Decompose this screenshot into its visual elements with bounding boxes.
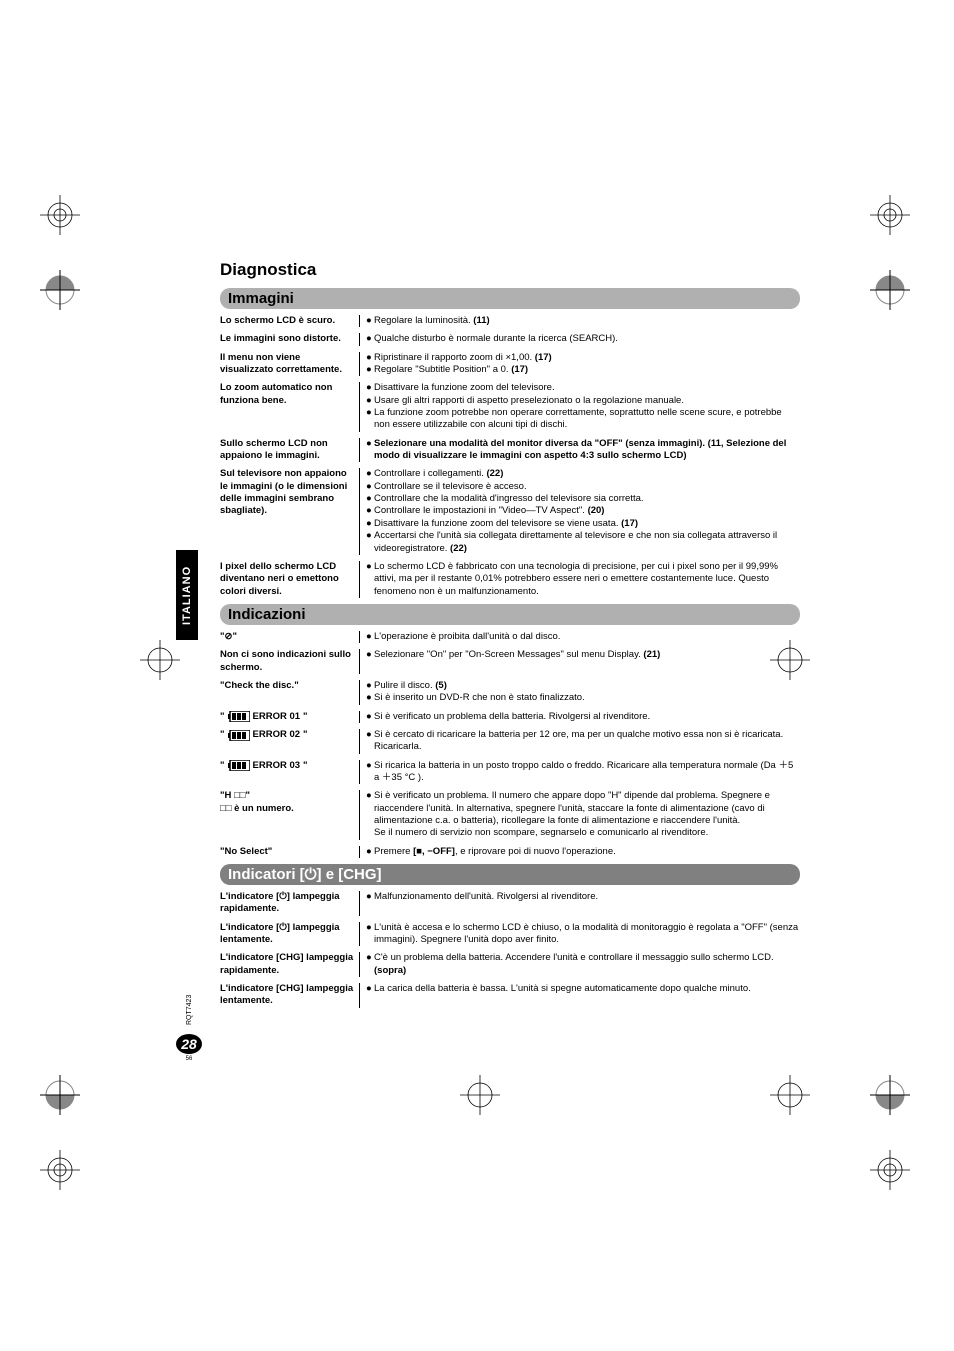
table-row: Lo zoom automatico non funziona bene.●Di…	[220, 382, 800, 431]
page-title: Diagnostica	[220, 260, 800, 280]
row-label: L'indicatore [⏻] lampeggia rapidamente.	[220, 891, 360, 916]
row-label: "No Select"	[220, 846, 360, 858]
reg-mark-ml	[140, 640, 180, 680]
section-header-indicatori: Indicatori [⏻] e [CHG]	[220, 864, 800, 885]
row-description: ●L'operazione è proibita dall'unità o da…	[360, 631, 800, 643]
reg-mark-tl-corner	[40, 270, 80, 310]
reg-mark-tl	[40, 195, 80, 235]
row-description: ●Disattivare la funzione zoom del televi…	[360, 382, 800, 431]
row-description: ●Ripristinare il rapporto zoom di ×1,00.…	[360, 352, 800, 377]
row-description: ●C'è un problema della batteria. Accende…	[360, 952, 800, 977]
table-row: " ERROR 03"●Si ricarica la batteria in u…	[220, 760, 800, 785]
table-row: " ERROR 02"●Si è cercato di ricaricare l…	[220, 729, 800, 754]
row-description: ●Malfunzionamento dell'unità. Rivolgersi…	[360, 891, 800, 916]
table-row: "H □□"□□ è un numero.●Si è verificato un…	[220, 790, 800, 839]
row-label: Lo schermo LCD è scuro.	[220, 315, 360, 327]
table-row: Sullo schermo LCD non appaiono le immagi…	[220, 438, 800, 463]
table-row: L'indicatore [⏻] lampeggia rapidamente.●…	[220, 891, 800, 916]
row-description: ●Premere [■, −OFF], e riprovare poi di n…	[360, 846, 800, 858]
row-label: Sullo schermo LCD non appaiono le immagi…	[220, 438, 360, 463]
reg-mark-bl2	[40, 1075, 80, 1115]
row-label: I pixel dello schermo LCD diventano neri…	[220, 561, 360, 598]
row-label: Il menu non viene visualizzato correttam…	[220, 352, 360, 377]
indicatori-table: L'indicatore [⏻] lampeggia rapidamente.●…	[220, 891, 800, 1008]
table-row: Le immagini sono distorte.●Qualche distu…	[220, 333, 800, 345]
table-row: I pixel dello schermo LCD diventano neri…	[220, 561, 800, 598]
table-row: " ERROR 01"●Si è verificato un problema …	[220, 711, 800, 723]
row-description: ●L'unità è accesa e lo schermo LCD è chi…	[360, 922, 800, 947]
page-number-box: RQT7423 28 56	[176, 990, 202, 1062]
reg-mark-tr-corner	[870, 270, 910, 310]
row-description: ●Qualche disturbo è normale durante la r…	[360, 333, 800, 345]
row-label: L'indicatore [CHG] lampeggia lentamente.	[220, 983, 360, 1008]
row-description: ●Si è verificato un problema. Il numero …	[360, 790, 800, 839]
page-subnumber: 56	[176, 1056, 202, 1062]
row-description: ●Lo schermo LCD è fabbricato con una tec…	[360, 561, 800, 598]
reg-mark-br3	[870, 1150, 910, 1190]
table-row: Sul televisore non appaiono le immagini …	[220, 468, 800, 554]
row-label: Non ci sono indicazioni sullo schermo.	[220, 649, 360, 674]
table-row: Lo schermo LCD è scuro.●Regolare la lumi…	[220, 315, 800, 327]
language-tab: ITALIANO	[176, 550, 198, 640]
row-description: ●Regolare la luminosità. (11)	[360, 315, 800, 327]
row-label: "⊘"	[220, 631, 360, 643]
immagini-table: Lo schermo LCD è scuro.●Regolare la lumi…	[220, 315, 800, 598]
row-label: L'indicatore [⏻] lampeggia lentamente.	[220, 922, 360, 947]
row-description: ●Si è cercato di ricaricare la batteria …	[360, 729, 800, 754]
table-row: L'indicatore [CHG] lampeggia rapidamente…	[220, 952, 800, 977]
page-number: 28	[176, 1034, 202, 1054]
row-description: ●Selezionare "On" per "On-Screen Message…	[360, 649, 800, 674]
row-description: ●Si è verificato un problema della batte…	[360, 711, 800, 723]
row-label: "Check the disc."	[220, 680, 360, 705]
row-description: ●Selezionare una modalità del monitor di…	[360, 438, 800, 463]
battery-icon	[228, 760, 250, 771]
table-row: L'indicatore [⏻] lampeggia lentamente.●L…	[220, 922, 800, 947]
page-content: Diagnostica Immagini Lo schermo LCD è sc…	[220, 260, 800, 1014]
row-description: ●La carica della batteria è bassa. L'uni…	[360, 983, 800, 1008]
table-row: "Check the disc."●Pulire il disco. (5)●S…	[220, 680, 800, 705]
reg-mark-bc	[460, 1075, 500, 1115]
row-description: ●Controllare i collegamenti. (22)●Contro…	[360, 468, 800, 554]
row-label: " ERROR 01"	[220, 711, 360, 723]
row-label: Le immagini sono distorte.	[220, 333, 360, 345]
row-label: L'indicatore [CHG] lampeggia rapidamente…	[220, 952, 360, 977]
reg-mark-br	[770, 1075, 810, 1115]
table-row: Non ci sono indicazioni sullo schermo.●S…	[220, 649, 800, 674]
battery-icon	[228, 730, 250, 741]
section-header-immagini: Immagini	[220, 288, 800, 309]
row-label: " ERROR 02"	[220, 729, 360, 754]
row-description: ●Pulire il disco. (5)●Si è inserito un D…	[360, 680, 800, 705]
row-label: " ERROR 03"	[220, 760, 360, 785]
reg-mark-tr	[870, 195, 910, 235]
section-header-indicazioni: Indicazioni	[220, 604, 800, 625]
reg-mark-bl3	[40, 1150, 80, 1190]
row-label: Sul televisore non appaiono le immagini …	[220, 468, 360, 554]
table-row: "⊘"●L'operazione è proibita dall'unità o…	[220, 631, 800, 643]
reg-mark-br2	[870, 1075, 910, 1115]
battery-icon	[228, 711, 250, 722]
indicazioni-table: "⊘"●L'operazione è proibita dall'unità o…	[220, 631, 800, 858]
row-label: Lo zoom automatico non funziona bene.	[220, 382, 360, 431]
rqt-code: RQT7423	[186, 990, 193, 1030]
table-row: L'indicatore [CHG] lampeggia lentamente.…	[220, 983, 800, 1008]
row-label: "H □□"□□ è un numero.	[220, 790, 360, 839]
row-description: ●Si ricarica la batteria in un posto tro…	[360, 760, 800, 785]
table-row: "No Select"●Premere [■, −OFF], e riprova…	[220, 846, 800, 858]
table-row: Il menu non viene visualizzato correttam…	[220, 352, 800, 377]
